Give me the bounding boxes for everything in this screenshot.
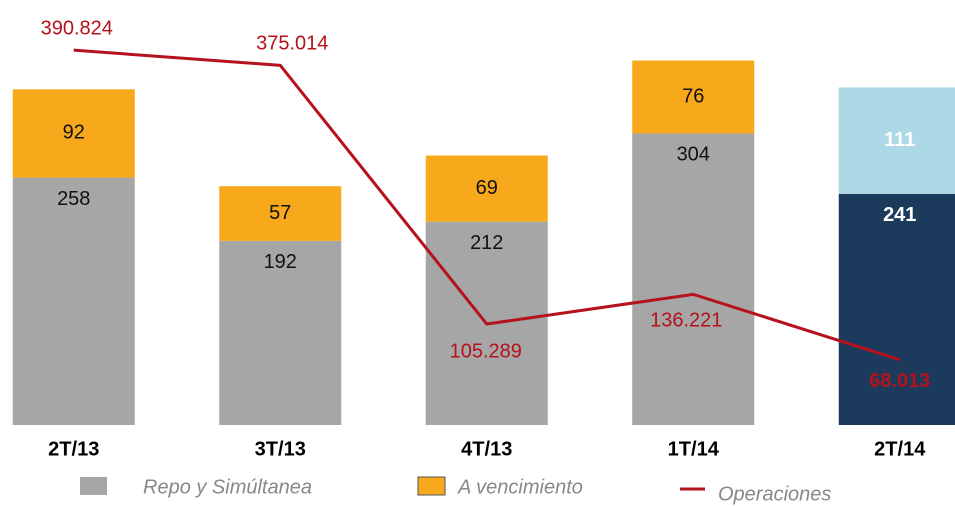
legend-label: A vencimiento: [457, 476, 583, 498]
data-label: 212: [470, 232, 503, 254]
bar-segment: [12, 177, 135, 425]
data-label: 258: [57, 188, 90, 210]
line: [73, 48, 901, 362]
data-label: 57: [269, 202, 291, 224]
data-label: 304: [677, 144, 710, 166]
line-label: 375.014: [256, 33, 328, 55]
legend-swatch: [417, 476, 446, 496]
data-label: 241: [883, 204, 916, 226]
x-tick-label: 2T/14: [874, 438, 926, 460]
line-label: 105.289: [450, 340, 522, 362]
x-tick-label: 2T/13: [48, 438, 99, 460]
bar-segment: [12, 89, 135, 178]
bar-segment: [632, 60, 755, 134]
line-label: 68.013: [869, 370, 930, 392]
x-tick-label: 1T/14: [668, 438, 720, 460]
bar-segment: [838, 87, 955, 194]
x-tick-label: 3T/13: [255, 438, 306, 460]
x-tick-label: 4T/13: [461, 438, 512, 460]
line-label: 390.824: [41, 17, 113, 39]
bar-segment: [838, 193, 955, 425]
bar-segment: [632, 133, 755, 425]
line-label: 136.221: [650, 310, 722, 332]
data-label: 111: [884, 129, 915, 151]
data-label: 76: [682, 85, 704, 107]
data-label: 92: [63, 122, 85, 144]
legend-swatch: [80, 477, 107, 495]
bar-segment: [219, 186, 342, 241]
data-label: 69: [476, 177, 498, 199]
bar-segment: [425, 155, 548, 222]
bar-segment: [219, 240, 342, 425]
legend-label: Repo y Simúltanea: [143, 476, 312, 498]
data-label: 192: [264, 251, 297, 273]
legend-label: Operaciones: [718, 483, 831, 505]
